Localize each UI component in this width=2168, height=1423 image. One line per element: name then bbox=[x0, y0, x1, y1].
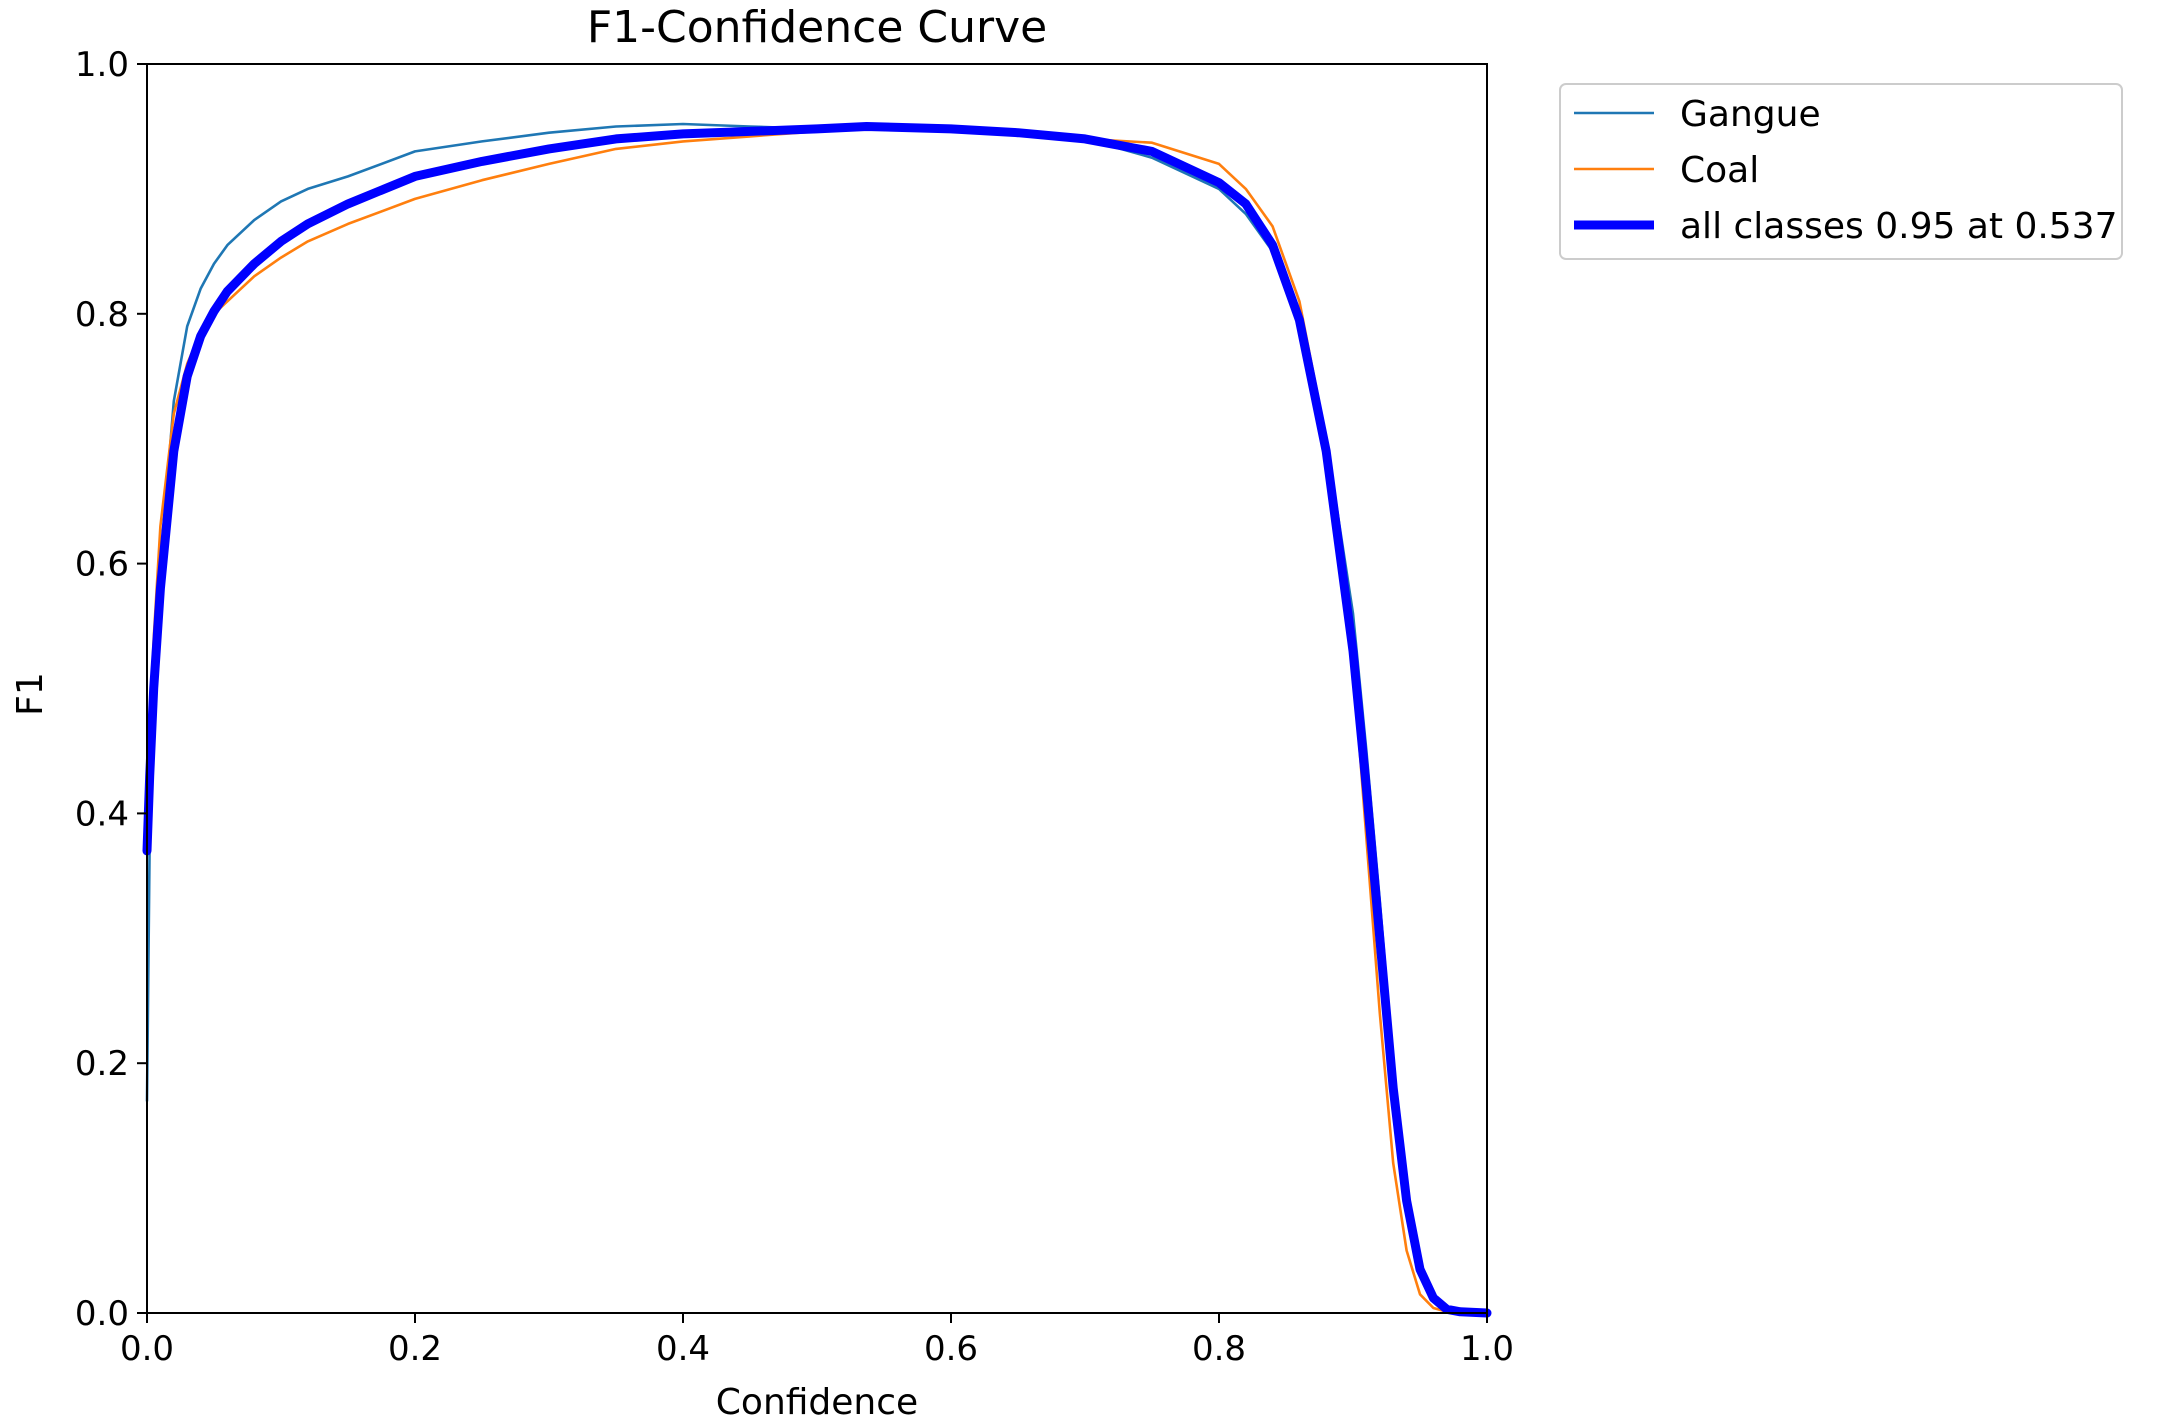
plot-area bbox=[142, 63, 1492, 1318]
axis-ticks: 0.0 0.2 0.4 0.6 0.8 1.0 0.0 0.2 0.4 0.6 0.8 1.0 bbox=[75, 45, 1514, 1369]
x-tick-label: 0.6 bbox=[924, 1329, 978, 1369]
chart-title: F1-Confidence Curve bbox=[587, 2, 1047, 53]
y-tick-label: 0.4 bbox=[75, 794, 129, 834]
x-tick-label: 0.2 bbox=[388, 1329, 442, 1369]
legend: Gangue Coal all classes 0.95 at 0.537 bbox=[1559, 83, 2123, 260]
y-tick-label: 1.0 bbox=[75, 45, 129, 85]
y-tick-label: 0.0 bbox=[75, 1294, 129, 1334]
legend-box bbox=[1559, 83, 2123, 260]
series-line-2 bbox=[142, 122, 1492, 1318]
y-axis-label: F1 bbox=[10, 672, 51, 716]
plot-frame bbox=[146, 63, 1488, 1314]
y-tick-label: 0.6 bbox=[75, 545, 129, 585]
y-tick-label: 0.8 bbox=[75, 295, 129, 335]
x-tick-label: 0.4 bbox=[656, 1329, 710, 1369]
legend-label-0: Gangue bbox=[1680, 94, 1821, 135]
y-tick-label: 0.2 bbox=[75, 1044, 129, 1084]
x-tick-label: 1.0 bbox=[1460, 1329, 1514, 1369]
x-tick-label: 0.8 bbox=[1192, 1329, 1246, 1369]
x-tick-label: 0.0 bbox=[120, 1329, 174, 1369]
x-axis-label: Confidence bbox=[716, 1382, 918, 1423]
legend-label-2: all classes 0.95 at 0.537 bbox=[1680, 206, 2118, 247]
legend-label-1: Coal bbox=[1680, 150, 1759, 191]
